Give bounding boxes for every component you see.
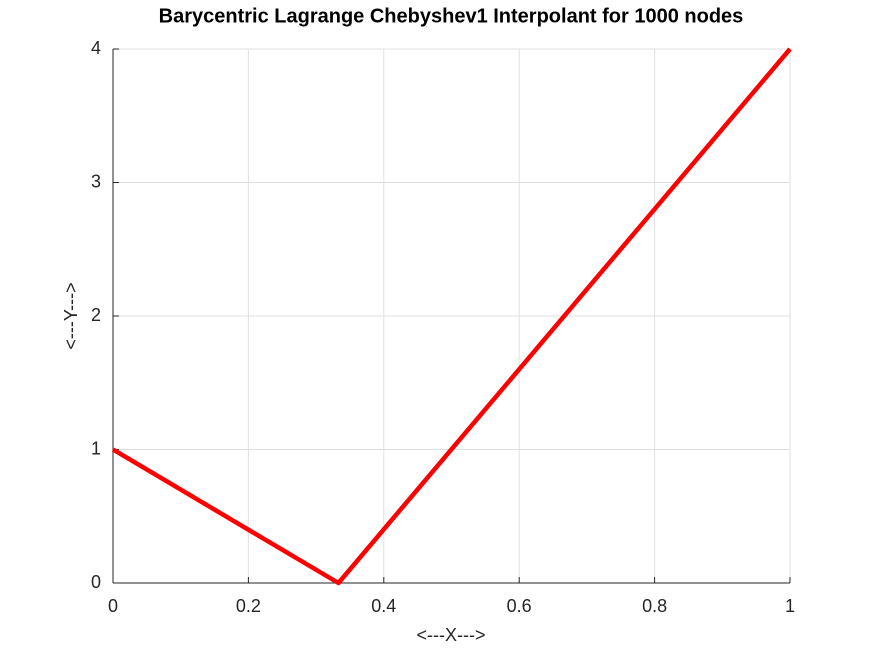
x-tick-label: 0.8 (642, 596, 667, 616)
y-axis-label: <---Y---> (61, 282, 81, 349)
y-tick-label: 4 (91, 38, 101, 58)
x-tick-label: 0 (108, 596, 118, 616)
y-tick-label: 0 (91, 572, 101, 592)
y-tick-label: 1 (91, 438, 101, 458)
x-tick-label: 0.6 (507, 596, 532, 616)
y-tick-label: 2 (91, 305, 101, 325)
x-tick-label: 1 (785, 596, 795, 616)
chart-title: Barycentric Lagrange Chebyshev1 Interpol… (159, 5, 744, 27)
x-tick-label: 0.2 (236, 596, 261, 616)
x-axis-label: <---X---> (417, 625, 486, 645)
y-tick-label: 3 (91, 171, 101, 191)
data-line (111, 47, 792, 586)
x-tick-label: 0.4 (371, 596, 396, 616)
